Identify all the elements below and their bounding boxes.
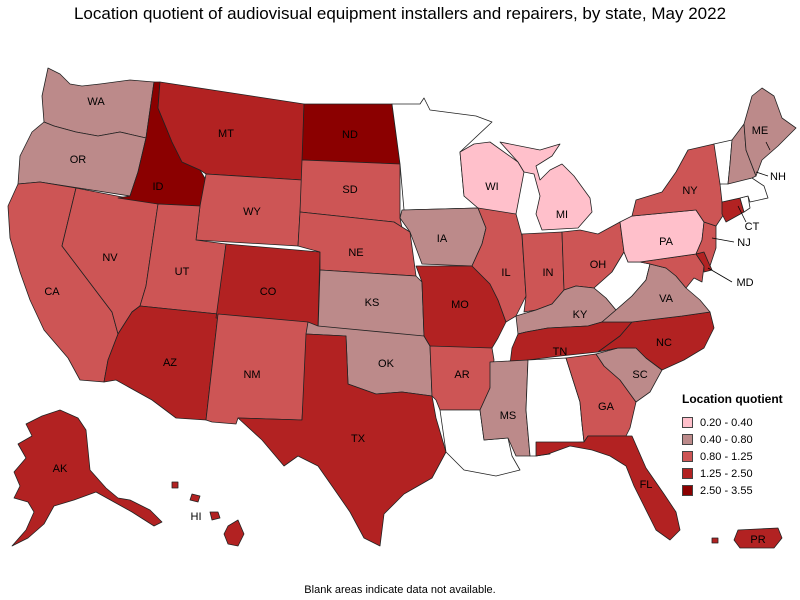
legend-label: 1.25 - 2.50 [700,467,753,480]
label-AK: AK [53,463,68,475]
label-VA: VA [659,293,674,305]
legend-label: 0.80 - 1.25 [700,450,753,463]
data-availability-note: Blank areas indicate data not available. [304,584,496,596]
label-AZ: AZ [163,357,177,369]
label-NM: NM [243,369,260,381]
label-NH: NH [770,171,786,183]
legend-item: 0.20 - 0.40 [682,414,800,431]
label-OH: OH [590,259,607,271]
legend-item: 2.50 - 3.55 [682,482,800,499]
label-NC: NC [656,337,672,349]
label-OK: OK [378,358,395,370]
state-IL[interactable] [471,207,527,323]
state-NJ[interactable] [695,221,717,267]
label-KS: KS [365,297,380,309]
state-FL[interactable] [535,435,681,541]
legend-swatch [682,468,693,479]
label-KY: KY [573,309,588,321]
legend-item: 0.80 - 1.25 [682,448,800,465]
label-WI: WI [485,181,498,193]
label-IN: IN [543,267,554,279]
label-GA: GA [598,401,615,413]
legend-label: 2.50 - 3.55 [700,484,753,497]
label-HI: HI [191,511,202,523]
label-TN: TN [553,346,568,358]
state-HI-maui[interactable] [209,511,221,521]
label-ND: ND [342,129,358,141]
state-HI-kauai[interactable] [171,481,179,489]
label-MS: MS [500,410,517,422]
label-FL: FL [640,479,653,491]
state-MI[interactable] [499,141,593,231]
label-NY: NY [682,185,698,197]
label-ID: ID [153,181,164,193]
label-OR: OR [70,154,87,166]
state-HI[interactable] [223,519,245,547]
label-TX: TX [351,433,366,445]
legend-item: 1.25 - 2.50 [682,465,800,482]
label-SC: SC [632,369,647,381]
label-UT: UT [175,266,190,278]
label-CO: CO [260,286,277,298]
label-MO: MO [451,299,469,311]
label-MD: MD [736,277,753,289]
legend: Location quotient 0.20 - 0.40 0.40 - 0.8… [682,392,800,499]
state-PR[interactable] [733,527,783,549]
legend-swatch [682,485,693,496]
label-IA: IA [437,233,448,245]
state-WY[interactable] [195,173,303,247]
state-ME[interactable] [743,87,797,177]
label-MI: MI [556,209,568,221]
legend-swatch [682,451,693,462]
label-WY: WY [243,206,261,218]
label-CT: CT [745,221,760,233]
label-IL: IL [501,267,510,279]
state-HI-oahu[interactable] [189,493,201,503]
legend-item: 0.40 - 0.80 [682,431,800,448]
label-NE: NE [348,247,363,259]
state-CO[interactable] [215,243,321,327]
label-SD: SD [342,184,357,196]
label-PA: PA [659,236,674,248]
callout-lines [707,141,771,283]
state-PR-islet[interactable] [711,537,719,544]
label-NV: NV [102,252,118,264]
label-AR: AR [454,369,469,381]
legend-title: Location quotient [682,392,783,406]
state-MA[interactable] [719,177,769,203]
state-TX[interactable] [237,333,447,547]
label-PR: PR [750,534,765,546]
state-WI[interactable] [459,141,525,219]
state-AK[interactable] [11,409,163,547]
legend-label: 0.40 - 0.80 [700,433,753,446]
map-title: Location quotient of audiovisual equipme… [73,4,727,23]
label-MT: MT [218,128,234,140]
state-labels: WA OR CA NV ID MT WY UT AZ CO NM ND SD N… [44,96,786,546]
legend-label: 0.20 - 0.40 [700,416,753,429]
legend-swatch [682,434,693,445]
label-WA: WA [87,96,105,108]
label-CA: CA [44,286,60,298]
label-NJ: NJ [737,237,750,249]
state-MN[interactable] [391,97,493,211]
legend-swatch [682,417,693,428]
label-ME: ME [752,125,769,137]
